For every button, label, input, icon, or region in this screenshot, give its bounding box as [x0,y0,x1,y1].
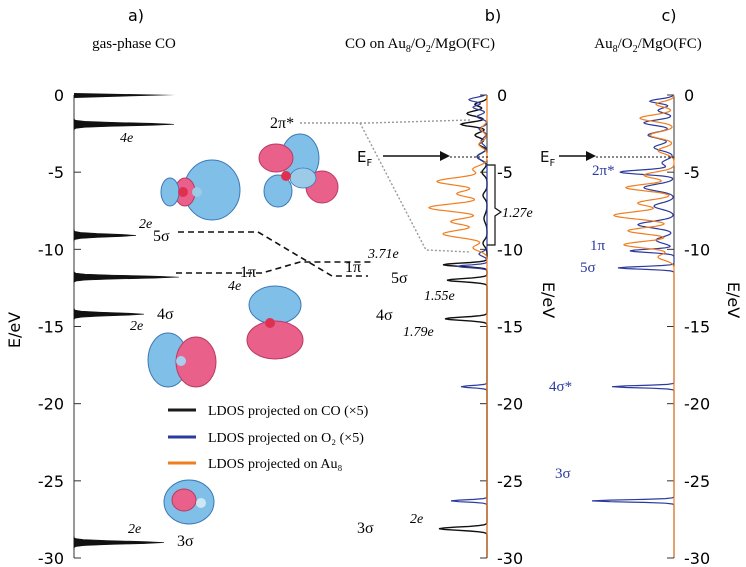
tick-label: -10 [38,240,64,259]
tick-label: -15 [38,318,64,337]
orbital-1pi [246,285,304,360]
tick-label: -30 [497,549,523,567]
tick-label: -10 [497,240,523,259]
label-b-1pi: 1π [345,259,361,276]
tick-label: -25 [497,472,523,491]
label-b-179: 1.79e [403,325,434,340]
legend: LDOS projected on CO (×5) LDOS projected… [168,404,369,472]
tick-label: 0 [54,86,64,105]
label-a-2e-5s: 2e [139,217,152,232]
panel-a-title: gas-phase CO [92,36,176,52]
tick-label: -10 [684,240,710,259]
orbital-3sigma [163,479,215,525]
dotted-2pi-link-lower [359,122,471,253]
ldos-c-au8 [612,95,675,558]
label-b-2e: 2e [410,512,423,527]
label-a-3s: 3σ [177,533,194,550]
orbital-5sigma [160,159,241,221]
tick-label: 0 [497,86,507,105]
peak-a-3σ [73,536,165,549]
panel-b-title: CO on Au8/O2/MgO(FC) [345,36,495,55]
charge-bracket [487,164,503,246]
dashed-1pi-link [176,261,372,274]
label-b-ef: EF [357,148,372,169]
legend-label-au8: LDOS projected on Au₈ [208,457,342,472]
axis-label-b: E/eV [539,282,558,318]
tick-label: -5 [684,163,700,182]
panel-b-labels: EF 1.27e 3.71e 1π 5σ 1.55e 4σ 1.79e 3σ 2… [345,148,533,537]
peak-a-1π [73,270,180,284]
label-a-4s: 4σ [157,306,174,323]
label-c-2pi: 2π* [592,163,615,179]
tick-label: -30 [684,549,710,567]
label-b-3s: 3σ [357,520,374,537]
label-a-1pi: 1π [240,264,256,281]
panel-b-letter: b) [485,6,501,25]
tick-label: -5 [497,163,513,182]
dashed-5sigma-link [178,231,368,277]
panel-a-letter: a) [128,6,144,25]
tick-label: -5 [48,163,64,182]
label-a-4e-1pi: 4e [228,279,241,294]
tick-label: -25 [684,472,710,491]
tick-label: 0 [684,86,694,105]
peak-a-5σ [73,229,137,242]
panel-c-title: Au8/O2/MgO(FC) [594,36,702,55]
legend-label-o2: LDOS projected on O₂ (×5) [208,431,364,446]
label-c-3s: 3σ [555,466,571,482]
tick-label: -20 [38,395,64,414]
orbital-2pi [258,133,339,208]
tick-label: -15 [684,318,710,337]
label-b-5s: 5σ [391,270,408,287]
panel-c-labels: EF 2π* 1π 5σ 4σ* 3σ [540,148,615,482]
label-b-371: 3.71e [367,247,399,262]
label-b-155: 1.55e [424,289,455,304]
axis-label-left: E/eV [5,312,24,348]
label-a-2e-4s: 2e [130,319,143,334]
ldos-b-au8 [427,95,488,558]
panel-a-labels: 4e 2π* 2e 5σ 4e 1π 2e 4σ 2e 3σ [120,115,294,550]
ef-arrowhead-c [586,151,596,161]
tick-label: -25 [38,472,64,491]
label-c-5s: 5σ [580,260,596,276]
axis-label-c: E/eV [724,282,743,318]
ef-arrowhead-b [440,151,450,161]
orbital-4sigma [147,332,217,388]
peak-a-top [74,93,175,98]
label-a-2e-3s: 2e [128,522,141,537]
tick-label: -30 [38,549,64,567]
dotted-2pi-link [300,119,471,124]
label-a-5s: 5σ [153,228,170,245]
axis-ticks: 0 0 0 -5 -5 -5 -10 -10 -10 -15 -15 -15 -20 -20 -20 -25 -… [38,86,710,567]
label-c-ef: EF [540,148,555,169]
ldos-b-co [438,95,488,558]
tick-label: -20 [684,395,710,414]
label-a-4e-top: 4e [120,131,133,146]
panel-a-peaks [73,93,180,549]
legend-label-co: LDOS projected on CO (×5) [208,404,369,419]
panel-c-letter: c) [661,6,676,25]
tick-label: -15 [497,318,523,337]
tick-label: -20 [497,395,523,414]
peak-a-2π* [73,118,175,131]
label-a-2pi: 2π* [270,115,294,132]
ldos-curves [427,94,675,558]
label-b-127: 1.27e [502,206,533,221]
label-c-1pi: 1π [590,238,606,254]
label-b-4s: 4σ [376,307,393,324]
label-c-4s: 4σ* [549,379,572,395]
peak-a-4σ [73,307,145,321]
